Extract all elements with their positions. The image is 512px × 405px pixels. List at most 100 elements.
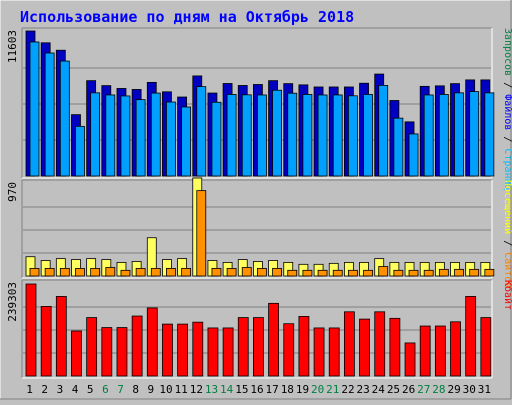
panel-visits: 970 Посещений / Сайтов xyxy=(6,177,512,288)
x-tick-label: 22 xyxy=(341,383,354,396)
bar-kbytes xyxy=(116,327,128,377)
bar-sites xyxy=(59,268,70,277)
x-tick-label: 2 xyxy=(41,383,48,396)
legend-item: Страниц xyxy=(502,148,512,190)
bar-kbytes xyxy=(343,311,355,377)
legend-item: Кбайт xyxy=(502,280,512,310)
panel-max-label: 239303 xyxy=(6,282,19,322)
bar-sites xyxy=(135,268,146,277)
bar-sites xyxy=(120,269,131,277)
bar-sites xyxy=(166,268,176,277)
bar-files xyxy=(378,85,389,177)
x-tick-label: 15 xyxy=(235,383,248,396)
bar-files xyxy=(75,125,85,177)
bar-sites xyxy=(393,269,404,277)
bar-sites xyxy=(226,268,237,277)
bar-files xyxy=(257,94,267,177)
panel-legend: Посещений / Сайтов xyxy=(502,180,512,288)
bar-sites xyxy=(287,269,298,277)
panel-kbytes: 239303 Кбайт xyxy=(6,279,512,379)
x-tick-label: 5 xyxy=(87,383,94,396)
x-tick-label: 20 xyxy=(311,383,324,396)
bar-sites xyxy=(363,269,373,277)
bar-files xyxy=(454,92,464,177)
panel-legend: Запросов / Файлов / Страниц xyxy=(502,28,512,191)
x-tick-label: 28 xyxy=(432,383,445,396)
x-tick-label: 12 xyxy=(190,383,203,396)
x-tick-label: 9 xyxy=(148,383,155,396)
bar-sites xyxy=(408,269,419,277)
x-tick-label: 29 xyxy=(447,383,460,396)
bar-kbytes xyxy=(237,317,249,377)
legend-item: / xyxy=(502,234,512,252)
bar-sites xyxy=(469,268,480,277)
bar-kbytes xyxy=(101,327,113,377)
legend-item: / xyxy=(502,76,512,94)
bar-kbytes xyxy=(55,296,67,377)
x-tick-label: 21 xyxy=(326,383,339,396)
bar-files xyxy=(241,94,252,177)
bar-kbytes xyxy=(40,306,52,377)
bar-files xyxy=(317,94,328,177)
x-tick-label: 25 xyxy=(387,383,400,396)
bar-kbytes xyxy=(71,330,82,377)
bar-sites xyxy=(438,268,449,277)
bar-files xyxy=(196,86,207,177)
bar-files xyxy=(135,99,146,177)
bar-kbytes xyxy=(404,342,416,377)
bar-kbytes xyxy=(25,283,37,377)
bar-sites xyxy=(272,268,282,277)
bar-kbytes xyxy=(359,318,370,377)
bar-kbytes xyxy=(146,307,158,377)
x-tick-label: 26 xyxy=(402,383,415,396)
bar-kbytes xyxy=(177,323,189,377)
bar-files xyxy=(226,94,237,177)
x-tick-label: 17 xyxy=(266,383,279,396)
bar-kbytes xyxy=(419,325,431,377)
bar-sites xyxy=(211,268,222,277)
chart-title: Использование по дням на Октябрь 2018 xyxy=(20,8,354,26)
x-tick-label: 31 xyxy=(478,383,491,396)
x-tick-label: 27 xyxy=(417,383,430,396)
x-tick-label: 14 xyxy=(220,383,234,396)
bar-sites xyxy=(44,268,55,277)
bar-files xyxy=(272,89,282,177)
bar-kbytes xyxy=(450,321,461,377)
bar-files xyxy=(347,95,358,177)
bar-kbytes xyxy=(283,323,295,377)
legend-item: Сайтов xyxy=(502,252,512,288)
bar-kbytes xyxy=(374,311,386,377)
x-tick-label: 11 xyxy=(175,383,188,396)
panel-max-label: 970 xyxy=(6,182,19,202)
legend-item: Посещений xyxy=(502,180,512,234)
bar-files xyxy=(287,92,298,177)
x-tick-label: 23 xyxy=(357,383,370,396)
bar-files xyxy=(302,94,313,177)
bar-sites xyxy=(347,269,358,277)
bar-files xyxy=(393,117,404,177)
bar-files xyxy=(150,92,161,177)
bar-files xyxy=(423,94,434,177)
bar-kbytes xyxy=(465,296,477,377)
bar-kbytes xyxy=(222,327,234,377)
bar-files xyxy=(484,92,495,177)
bar-files xyxy=(181,106,192,177)
bar-sites xyxy=(150,268,161,277)
bar-files xyxy=(120,95,131,177)
bar-kbytes xyxy=(192,321,204,377)
legend-item: / xyxy=(502,130,512,148)
x-tick-label: 8 xyxy=(132,383,139,396)
panel-legend: Кбайт xyxy=(502,280,512,310)
bar-kbytes xyxy=(253,317,264,377)
bar-files xyxy=(29,41,40,177)
x-tick-label: 7 xyxy=(117,383,124,396)
bar-sites xyxy=(423,269,434,277)
bar-files xyxy=(363,94,373,177)
bar-kbytes xyxy=(131,315,143,377)
x-tick-label: 4 xyxy=(72,383,79,396)
x-tick-label: 1 xyxy=(26,383,33,396)
bar-files xyxy=(105,94,116,177)
bar-sites xyxy=(332,269,343,277)
bar-sites xyxy=(257,268,267,277)
